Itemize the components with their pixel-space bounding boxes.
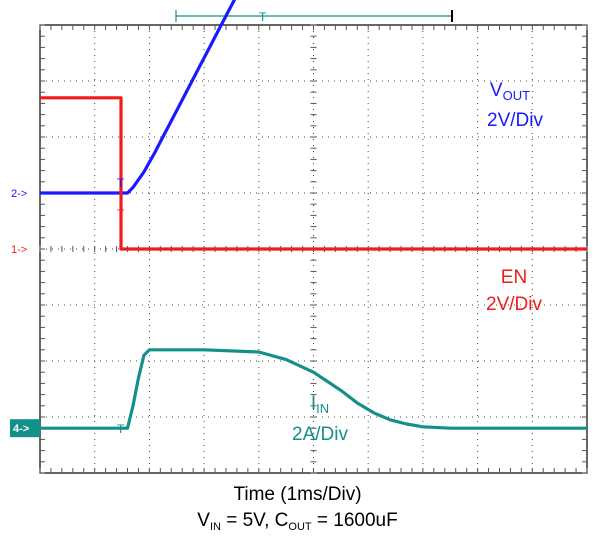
trigger-mark-1: T [117,176,125,190]
iin-scale-label: 2A/Div [292,424,348,445]
ch1-trace [40,96,587,251]
ch4-trace [40,348,587,430]
graticule-grid [39,24,588,474]
ch2-trace [40,0,237,195]
vout-label: VOUT [490,80,530,103]
trigger-bar-marker: T [259,10,267,24]
ch1-ground-marker: 1-> [11,244,27,256]
en-scale-label: 2V/Div [486,294,542,315]
ch4-ground-marker: 4-> [13,423,29,435]
ch4-marker-bg [10,419,40,438]
en-label: EN [501,267,527,288]
waveform-traces [40,0,587,430]
timebase-caption: Time (1ms/Div) [233,484,362,505]
trigger-mark-2: T [117,207,125,221]
test-conditions-caption: VIN = 5V, COUT = 1600uF [197,510,398,533]
trigger-mark-3: T [117,422,125,436]
channel-markers: 2-> 1-> 4-> T T T [10,176,125,438]
vout-scale-label: 2V/Div [487,110,543,131]
trigger-position-bar: T [175,10,453,24]
ch2-ground-marker: 2-> [11,188,27,200]
iin-label: IIN [311,393,329,416]
